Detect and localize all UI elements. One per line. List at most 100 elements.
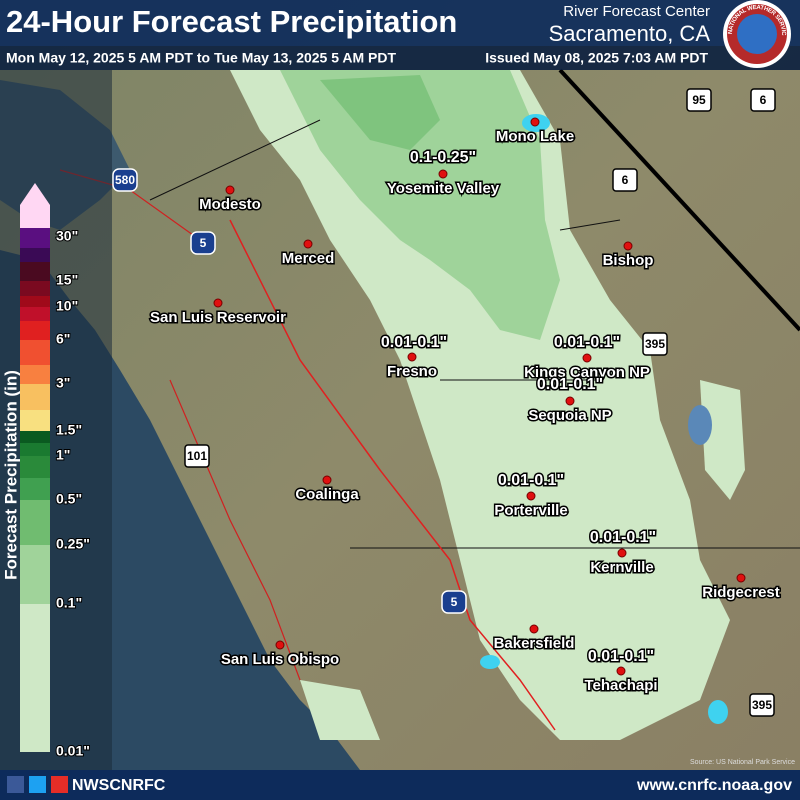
office-line2: Sacramento, CA [549,21,711,46]
city-dot [322,475,332,485]
legend-label: 1.5" [56,422,82,438]
legend-step [20,545,50,604]
precip-0.25-0.5 [320,75,440,150]
city-dot [623,241,633,251]
legend-step [20,365,50,384]
city-dot [438,169,448,179]
map-labels: 580 5 5 101 95 6 6 395 395 Modesto Merced San Luis … [112,88,781,717]
legend-step [20,307,50,321]
twitter-icon[interactable] [29,776,46,793]
amount-label: 0.01-0.1" [590,529,656,546]
legend-step [20,456,50,478]
city-label: Kernville [590,559,653,576]
issued: Issued May 08, 2025 7:03 AM PDT [485,50,708,66]
highway-shield [750,88,776,112]
city-label: San Luis Obispo [221,651,339,668]
city-dot [736,573,746,583]
social-handle[interactable]: NWSCNRFC [72,777,166,794]
legend-step [20,296,50,307]
city-dot [303,239,313,249]
legend-label: 0.01" [56,743,90,759]
office-line1: River Forecast Center [563,3,710,20]
city-dot [526,491,536,501]
legend-arrow [20,183,50,205]
city-dot [617,548,627,558]
facebook-icon[interactable] [7,776,24,793]
city-label: Kings Canyon NP [524,364,650,381]
header: 24-Hour Forecast Precipitation River For… [0,0,800,70]
legend-step [20,205,50,228]
city-dot [407,352,417,362]
city-label: Fresno [387,363,437,380]
city-dot [530,117,540,127]
subtitle-bar [0,46,800,70]
amount-label: 0.01-0.1" [554,334,620,351]
title: 24-Hour Forecast Precipitation [6,4,457,39]
highway-shield [749,693,775,717]
logo-center [737,14,777,54]
lake [688,405,712,445]
title-bar [0,0,800,46]
legend-step [20,478,50,500]
legend-label: 0.1" [56,595,82,611]
highway-label: 395 [645,337,665,351]
youtube-icon[interactable] [51,776,68,793]
city-label: Yosemite Valley [387,180,500,197]
precip-0.01-0.1 [700,380,745,500]
legend-label: 30" [56,228,78,244]
city-label: Bakersfield [494,635,575,652]
legend-step [20,262,50,281]
legend-panel [0,70,112,770]
legend-label: 1" [56,447,70,463]
source: Source: US National Park Service [690,759,795,766]
city-label: Tehachapi [584,677,657,694]
amount-label: 0.1-0.25" [410,149,476,166]
legend-label: 0.25" [56,536,90,552]
highway-label: 5 [200,236,207,250]
city-label: Sequoia NP [528,407,611,424]
highway-label: 395 [752,698,772,712]
city-label: Coalinga [295,486,359,503]
footer-bar [0,770,800,800]
legend-label: 0.5" [56,491,82,507]
city-label: Merced [282,250,335,267]
amount-label: 0.01-0.1" [381,334,447,351]
precip-0.1-0.25 [280,70,560,340]
legend-label: 6" [56,331,70,347]
precip-0.01-0.1 [300,680,380,740]
city-label: Ridgecrest [702,584,780,601]
legend-step [20,410,50,431]
legend-step [20,443,50,456]
highway-shield [184,444,210,468]
highway-line [229,219,556,731]
city-label: Bishop [603,252,654,269]
legend-step [20,340,50,365]
precip-0.01-0.1 [230,70,730,740]
highway-label: 580 [115,173,135,187]
highway-shield [612,168,638,192]
legend-step [20,248,50,262]
city-dot [225,185,235,195]
highway-label: 6 [760,93,767,107]
legend-label: 3" [56,375,70,391]
city-label: Mono Lake [496,128,574,145]
website[interactable]: www.cnrfc.noaa.gov [636,777,792,794]
legend-step [20,281,50,296]
legend-step [20,384,50,410]
city-label: Porterville [494,502,567,519]
legend-step [20,431,50,443]
highway-label: 6 [622,173,629,187]
amount-label: 0.01-0.1" [498,472,564,489]
city-dot [582,353,592,363]
city-dot [275,640,285,650]
city-label: Modesto [199,196,261,213]
state-line [558,68,800,332]
city-dot [529,624,539,634]
legend-label: 10" [56,298,78,314]
amount-label: 0.01-0.1" [537,376,603,393]
city-dot [565,396,575,406]
legend-label: 15" [56,272,78,288]
city-dot [616,666,626,676]
